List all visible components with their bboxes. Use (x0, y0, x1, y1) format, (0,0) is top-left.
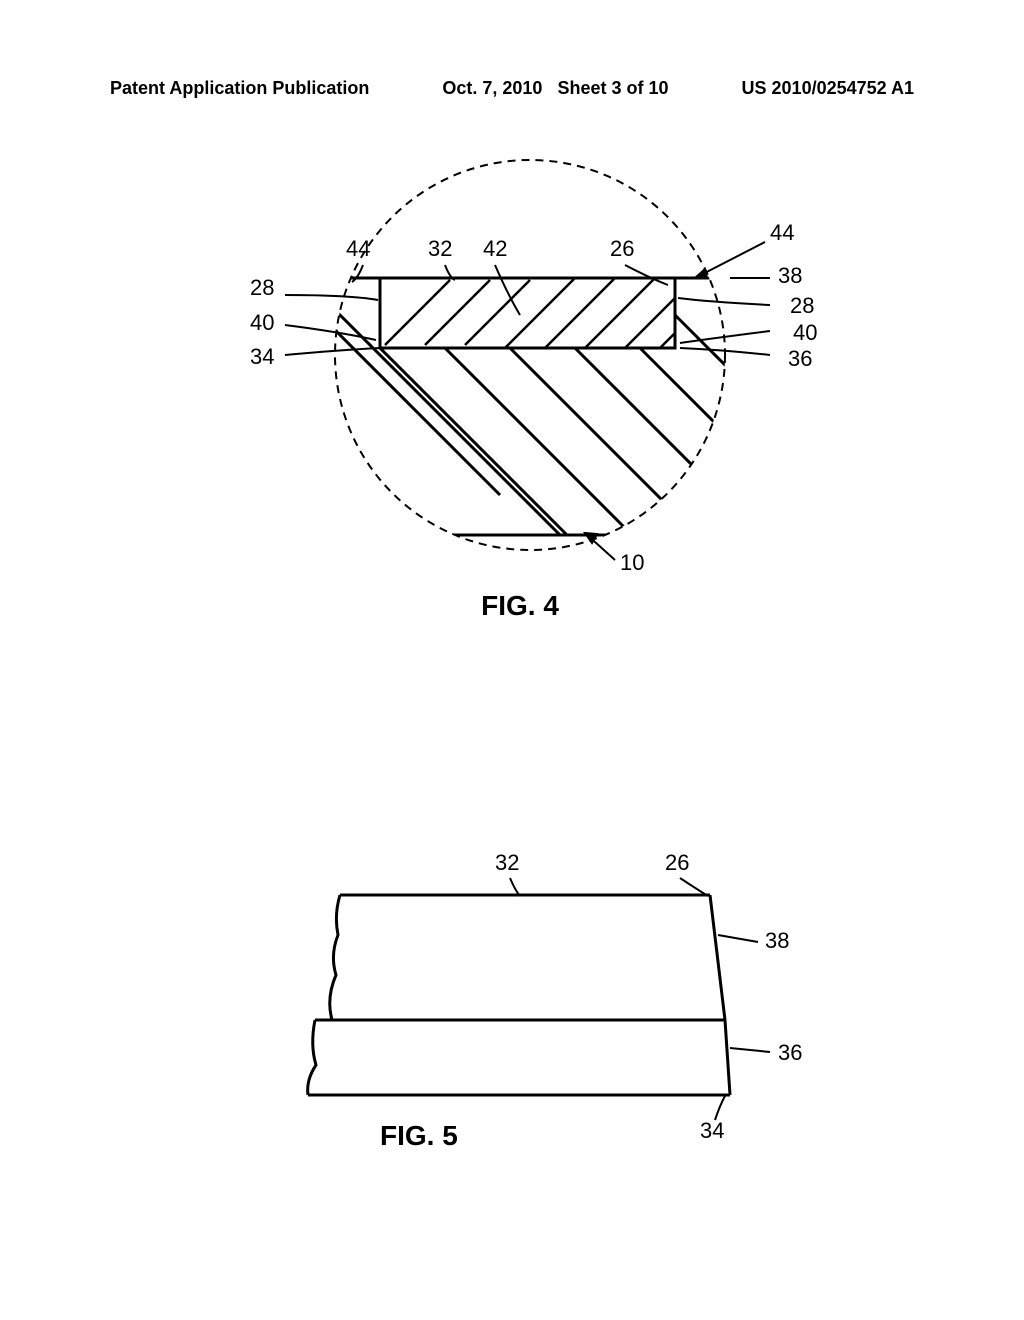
ref-44-top: 44 (346, 236, 370, 262)
ref-36: 36 (788, 346, 812, 372)
leaders-fig5 (510, 878, 770, 1120)
ref-40-left: 40 (250, 310, 274, 336)
ref-28-left: 28 (250, 275, 274, 301)
page-header: Patent Application Publication Oct. 7, 2… (0, 78, 1024, 99)
figure-4: 44 32 42 26 44 28 40 34 38 28 40 36 10 F… (170, 150, 870, 610)
ref5-36: 36 (778, 1040, 802, 1066)
figure-5-svg (260, 820, 840, 1140)
ref5-34: 34 (700, 1118, 724, 1144)
ref-42: 42 (483, 236, 507, 262)
ref-38: 38 (778, 263, 802, 289)
ref-10: 10 (620, 550, 644, 576)
ref-34-left: 34 (250, 344, 274, 370)
figure-5: 32 26 38 36 34 FIG. 5 (260, 820, 840, 1200)
ref-26: 26 (610, 236, 634, 262)
figure-4-svg (170, 150, 870, 570)
ref5-38: 38 (765, 928, 789, 954)
fig5-outline (308, 895, 730, 1095)
detail-circle (335, 160, 725, 550)
insert-outline (380, 278, 675, 348)
ref-40-right: 40 (793, 320, 817, 346)
header-left: Patent Application Publication (110, 78, 369, 99)
fig5-label: FIG. 5 (380, 1120, 458, 1152)
ref-32: 32 (428, 236, 452, 262)
header-right: US 2010/0254752 A1 (742, 78, 914, 99)
header-center: Oct. 7, 2010 Sheet 3 of 10 (442, 78, 668, 99)
fig4-label: FIG. 4 (170, 590, 870, 622)
leaders-fig4 (285, 242, 770, 560)
ref5-26: 26 (665, 850, 689, 876)
ref-44-right: 44 (770, 220, 794, 246)
ref-28-right: 28 (790, 293, 814, 319)
ref5-32: 32 (495, 850, 519, 876)
hatch-insert (385, 278, 675, 348)
